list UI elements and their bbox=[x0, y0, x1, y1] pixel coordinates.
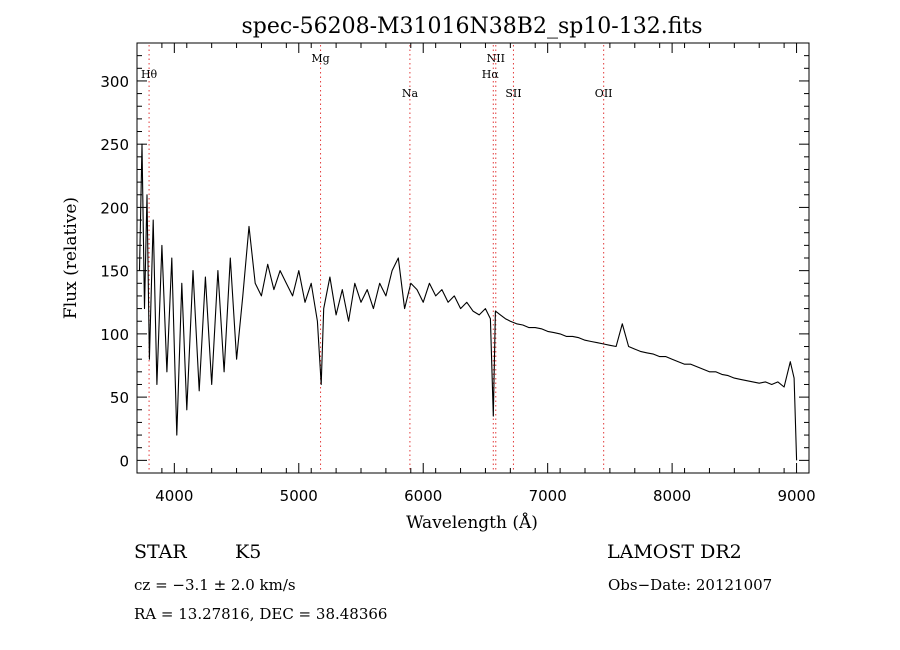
y-tick-label: 0 bbox=[119, 452, 129, 470]
survey-name: LAMOST DR2 bbox=[607, 541, 742, 563]
y-tick-label: 300 bbox=[100, 73, 129, 91]
line-marker-label: Hα bbox=[482, 68, 500, 81]
line-marker-label: SII bbox=[505, 87, 521, 100]
y-tick-label: 200 bbox=[100, 199, 129, 217]
subclass: K5 bbox=[235, 541, 262, 563]
y-axis-label: Flux (relative) bbox=[61, 197, 81, 319]
x-tick-label: 6000 bbox=[404, 487, 442, 505]
x-tick-label: 4000 bbox=[155, 487, 193, 505]
x-axis-label: Wavelength (Å) bbox=[406, 512, 538, 533]
x-tick-label: 9000 bbox=[777, 487, 815, 505]
x-tick-label: 7000 bbox=[529, 487, 567, 505]
spectrum-series bbox=[138, 143, 798, 461]
line-marker-label: Mg bbox=[311, 52, 329, 65]
line-marker-label: Hθ bbox=[141, 68, 158, 81]
y-tick-label: 150 bbox=[100, 263, 129, 281]
spectral-line-markers: Hθ Mg Na NII Hα SII OII bbox=[141, 45, 613, 471]
line-marker-label: NII bbox=[487, 52, 505, 65]
x-tick-label: 8000 bbox=[653, 487, 691, 505]
y-ticks: 0 50 100 150 200 250 300 bbox=[100, 42, 809, 474]
obs-date: Obs−Date: 20121007 bbox=[608, 576, 773, 594]
redshift-cz: cz = −3.1 ± 2.0 km/s bbox=[134, 576, 296, 594]
line-marker-label: Na bbox=[402, 87, 419, 100]
y-tick-label: 100 bbox=[100, 326, 129, 344]
chart-title: spec-56208-M31016N38B2_sp10-132.fits bbox=[241, 14, 702, 39]
spectrum-line bbox=[138, 143, 798, 461]
y-tick-label: 250 bbox=[100, 136, 129, 154]
line-marker-label: OII bbox=[595, 87, 613, 100]
y-tick-label: 50 bbox=[110, 389, 129, 407]
x-ticks: 4000 5000 6000 7000 8000 9000 bbox=[136, 43, 816, 505]
coordinates: RA = 13.27816, DEC = 38.48366 bbox=[134, 605, 388, 623]
x-tick-label: 5000 bbox=[280, 487, 318, 505]
object-type: STAR bbox=[134, 541, 187, 563]
plot-frame bbox=[136, 42, 810, 474]
